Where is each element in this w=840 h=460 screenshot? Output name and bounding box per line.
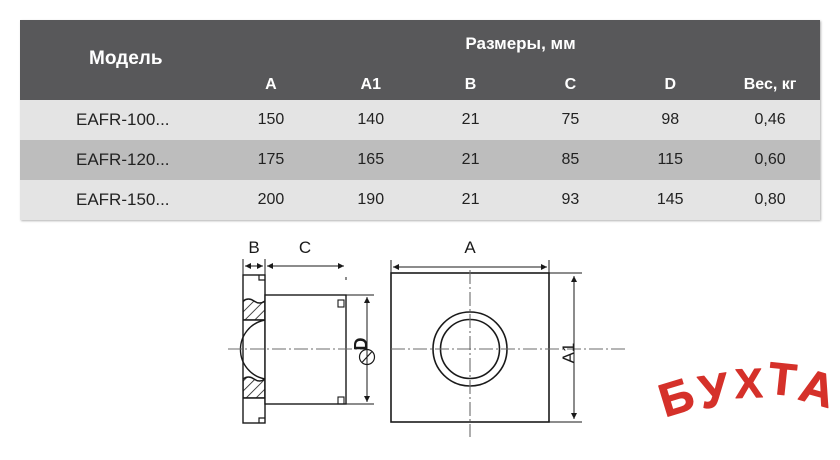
svg-text:C: C (299, 238, 311, 257)
svg-text:A: A (464, 238, 476, 257)
svg-text:B: B (248, 238, 259, 257)
svg-text:Т: Т (766, 352, 799, 406)
svg-text:Х: Х (734, 360, 764, 407)
svg-text:У: У (695, 363, 733, 419)
svg-text:А: А (794, 358, 840, 417)
svg-text:D: D (351, 338, 371, 351)
svg-text:Б: Б (653, 367, 700, 426)
svg-text:A1: A1 (559, 343, 578, 364)
